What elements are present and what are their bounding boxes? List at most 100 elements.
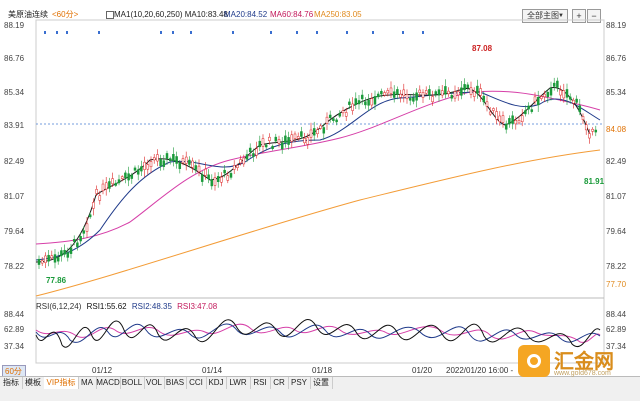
candle[interactable] (546, 91, 550, 98)
candle[interactable] (575, 98, 578, 103)
candle[interactable] (511, 115, 514, 124)
candle[interactable] (200, 174, 204, 182)
candle[interactable] (517, 120, 521, 124)
candle[interactable] (226, 175, 230, 181)
candle[interactable] (434, 91, 438, 95)
candle[interactable] (82, 230, 86, 234)
candle[interactable] (72, 239, 76, 242)
candle[interactable] (380, 90, 383, 95)
candle[interactable] (344, 112, 348, 117)
candle[interactable] (207, 174, 210, 179)
candle[interactable] (168, 158, 172, 161)
candle[interactable] (418, 89, 422, 93)
candle[interactable] (376, 93, 380, 98)
candle[interactable] (524, 110, 527, 115)
candle[interactable] (252, 153, 255, 157)
candle[interactable] (450, 95, 454, 99)
candle[interactable] (248, 147, 252, 153)
candle[interactable] (79, 236, 82, 242)
candle[interactable] (277, 139, 281, 144)
candle[interactable] (66, 252, 70, 258)
candle[interactable] (159, 159, 162, 166)
candle[interactable] (578, 105, 582, 113)
candle[interactable] (543, 93, 546, 98)
tab-rsi[interactable]: RSI (250, 377, 271, 389)
candle[interactable] (360, 94, 364, 100)
candle[interactable] (108, 181, 111, 189)
candle[interactable] (101, 183, 105, 192)
candle[interactable] (408, 98, 412, 101)
tab-macd[interactable]: MACD (96, 377, 121, 389)
tab-bias[interactable]: BIAS (164, 377, 187, 389)
candle[interactable] (76, 242, 79, 248)
ma-settings-icon[interactable] (106, 11, 114, 19)
candle[interactable] (322, 127, 326, 134)
candle[interactable] (37, 258, 41, 265)
tab-indicators[interactable]: 指标 (0, 377, 23, 389)
candles[interactable] (37, 77, 598, 270)
candle[interactable] (172, 154, 175, 161)
candle[interactable] (373, 96, 377, 105)
candle[interactable] (588, 133, 591, 139)
candle[interactable] (146, 164, 150, 170)
candle[interactable] (197, 165, 201, 173)
candle[interactable] (178, 163, 182, 169)
candle[interactable] (514, 120, 518, 125)
candle[interactable] (120, 176, 124, 179)
candle[interactable] (264, 144, 268, 148)
candle[interactable] (162, 160, 166, 167)
candle[interactable] (415, 92, 418, 101)
candle[interactable] (229, 173, 233, 178)
candle[interactable] (316, 129, 319, 135)
tab-lwr[interactable]: LWR (226, 377, 251, 389)
candle[interactable] (424, 90, 428, 94)
candle[interactable] (69, 247, 73, 254)
tab-psy[interactable]: PSY (288, 377, 311, 389)
candle[interactable] (274, 136, 278, 142)
candle[interactable] (508, 118, 511, 125)
candle[interactable] (370, 98, 374, 106)
candle[interactable] (284, 135, 287, 143)
candle[interactable] (367, 99, 370, 106)
candle[interactable] (287, 137, 290, 145)
candle[interactable] (296, 136, 300, 139)
candle[interactable] (40, 260, 44, 264)
candle[interactable] (581, 116, 585, 120)
candle[interactable] (584, 124, 588, 131)
candle[interactable] (485, 101, 489, 107)
candle[interactable] (319, 125, 322, 129)
candle[interactable] (466, 84, 470, 89)
tab-vol[interactable]: VOL (144, 377, 165, 389)
candle[interactable] (111, 178, 114, 185)
candle[interactable] (127, 173, 130, 181)
candle[interactable] (472, 91, 476, 97)
candle[interactable] (354, 98, 358, 105)
candle[interactable] (309, 129, 313, 138)
candle[interactable] (351, 103, 354, 111)
candle[interactable] (165, 153, 169, 159)
candle[interactable] (261, 138, 265, 147)
candle[interactable] (312, 128, 316, 136)
candle[interactable] (92, 202, 95, 209)
candle[interactable] (488, 111, 492, 115)
tab-cr[interactable]: CR (270, 377, 289, 389)
candle[interactable] (236, 165, 239, 168)
candle[interactable] (341, 110, 345, 114)
candle[interactable] (447, 90, 450, 95)
candle[interactable] (530, 109, 534, 112)
candle[interactable] (456, 91, 460, 96)
candle[interactable] (239, 159, 242, 164)
candle[interactable] (280, 142, 284, 150)
candle[interactable] (85, 223, 89, 232)
candle[interactable] (181, 158, 185, 164)
period-label[interactable]: <60分> (52, 10, 79, 19)
candle[interactable] (104, 182, 108, 190)
candle[interactable] (184, 156, 188, 164)
candle[interactable] (268, 136, 271, 141)
tab-vip-indicators[interactable]: VIP指标 (44, 377, 79, 389)
event-markers[interactable] (44, 31, 424, 34)
candle[interactable] (245, 154, 249, 160)
tab-ma[interactable]: MA (78, 377, 97, 389)
candle[interactable] (533, 96, 537, 102)
tab-cci[interactable]: CCI (186, 377, 207, 389)
